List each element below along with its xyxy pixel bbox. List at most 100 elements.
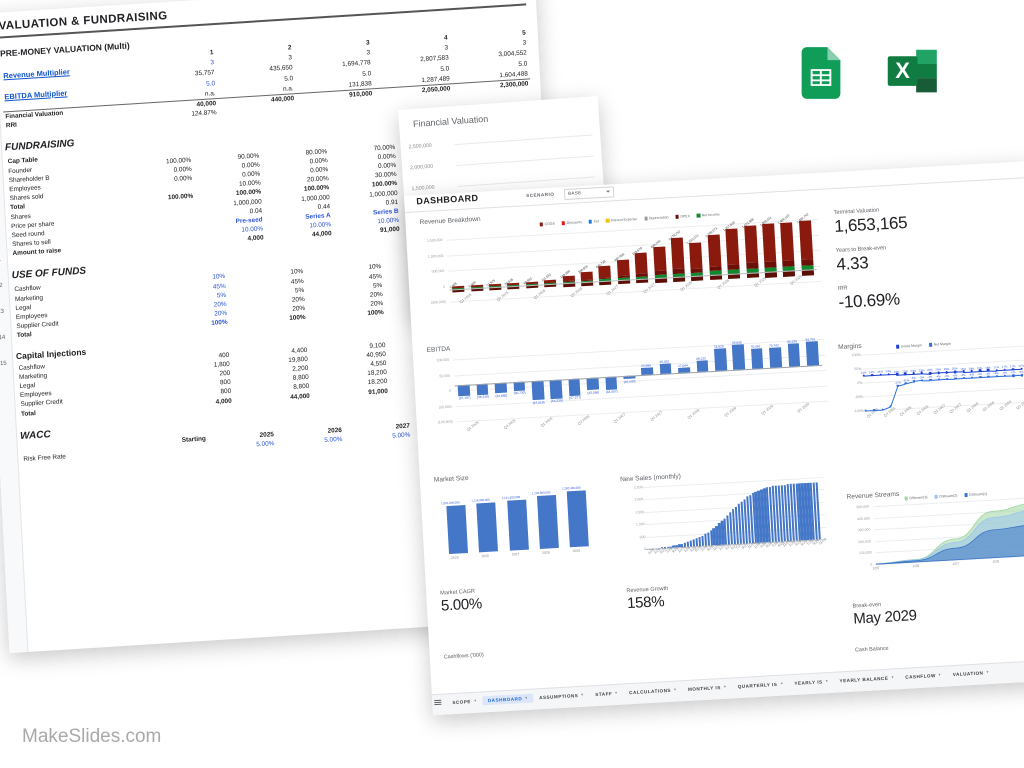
row-header[interactable]: 15 bbox=[0, 360, 7, 368]
bar-revenue[interactable] bbox=[634, 252, 649, 279]
bar-ebitda[interactable] bbox=[531, 380, 545, 401]
sheet-tab-yearly-balance[interactable]: YEARLY BALANCE bbox=[833, 673, 899, 686]
row-header[interactable]: 6 bbox=[0, 117, 1, 144]
bar-revenue[interactable] bbox=[762, 223, 777, 272]
bar-market-size[interactable] bbox=[506, 499, 529, 551]
bar-revenue[interactable] bbox=[743, 225, 759, 273]
google-sheets-icon[interactable] bbox=[790, 42, 852, 104]
legend-item[interactable]: Gross Margin bbox=[896, 343, 922, 348]
legend-item[interactable]: OPEX bbox=[675, 214, 690, 219]
data-label: 23% bbox=[902, 368, 908, 374]
bar-segment-cogs bbox=[743, 225, 758, 264]
bar-market-size[interactable] bbox=[537, 494, 559, 549]
chevron-down-icon[interactable] bbox=[780, 682, 783, 685]
bar-market-size[interactable] bbox=[446, 505, 468, 555]
chart-revenue-breakdown[interactable]: Revenue Breakdown COGS Discounts Tax Intere… bbox=[419, 197, 825, 337]
sheet-tabs[interactable]: SCOPE DASHBOARD ASSUMPTIONS STAFF CALCULATIO… bbox=[446, 667, 995, 707]
chevron-down-icon[interactable] bbox=[723, 685, 726, 688]
chart-market-size[interactable]: Market Size 1,091,200,000 2025 1,114,900,0… bbox=[434, 467, 610, 586]
bar-ebitda[interactable] bbox=[549, 379, 563, 399]
row-header[interactable]: 8 bbox=[0, 169, 3, 196]
bar-ebitda[interactable] bbox=[732, 344, 746, 370]
legend-item[interactable]: Interest Expense bbox=[606, 217, 637, 223]
bar-revenue[interactable] bbox=[725, 228, 741, 274]
row-header[interactable]: 13 bbox=[0, 308, 5, 316]
sheet-tab-assumptions[interactable]: ASSUMPTIONS bbox=[533, 690, 590, 702]
row-header[interactable]: 7 bbox=[0, 143, 2, 170]
chart-margins[interactable]: Margins Gross Margin Net Margin 100% 50% 0% -… bbox=[838, 333, 1024, 452]
legend-item[interactable]: Net Income bbox=[696, 212, 720, 217]
sheet-tab-monthly-is[interactable]: MONTHLY IS bbox=[682, 682, 732, 694]
kpi-years-to-breakeven: Years to Break-even 4.33 bbox=[836, 245, 888, 275]
row-header[interactable]: 10 bbox=[0, 221, 6, 248]
microsoft-excel-icon[interactable]: X bbox=[880, 42, 942, 104]
bar-ebitda[interactable] bbox=[787, 343, 801, 367]
bar-data-label: (64,339) bbox=[550, 398, 563, 404]
data-label: 20% bbox=[926, 368, 933, 373]
axis-tick-x: Q3 2027 bbox=[649, 410, 664, 422]
bar-ebitda[interactable] bbox=[805, 340, 819, 366]
bar-data-label: 36,453 bbox=[659, 358, 670, 364]
legend-label: Tax bbox=[593, 219, 600, 224]
chart-ebitda[interactable]: EBITDA 100,000 50,000 0 (50,000) (100,000) (3… bbox=[426, 325, 832, 457]
row-header[interactable]: 11 bbox=[0, 247, 8, 274]
legend-label: Interest Expense bbox=[610, 217, 638, 223]
row-header[interactable]: 12 bbox=[0, 282, 3, 290]
bar-ebitda[interactable] bbox=[696, 360, 709, 372]
bar-ebitda[interactable] bbox=[713, 348, 727, 371]
sheet-tab-yearly-is[interactable]: YEARLY IS bbox=[788, 676, 834, 688]
row-header[interactable]: 9 bbox=[0, 195, 5, 222]
bar-revenue[interactable] bbox=[616, 259, 630, 280]
chevron-down-icon[interactable] bbox=[581, 693, 584, 696]
bar-revenue[interactable] bbox=[598, 265, 612, 281]
chevron-down-icon[interactable] bbox=[473, 699, 476, 702]
legend-label: Depreciation bbox=[648, 215, 669, 221]
chevron-down-icon[interactable] bbox=[938, 673, 941, 676]
row-header[interactable]: 14 bbox=[0, 334, 6, 342]
sheet-tab-valuation[interactable]: VALUATION bbox=[947, 667, 995, 679]
sheet-tab-bar[interactable]: SCOPE DASHBOARD ASSUMPTIONS STAFF CALCULATIO… bbox=[431, 659, 1024, 716]
bar-segment-cogs bbox=[689, 242, 703, 270]
chart-new-sales[interactable]: New Sales (monthly) 2,500 2,000 1,500 1,000… bbox=[620, 465, 831, 581]
bar-ebitda[interactable] bbox=[494, 382, 508, 394]
bar-ebitda[interactable] bbox=[586, 377, 600, 391]
bar-ebitda[interactable] bbox=[659, 362, 672, 375]
sheet-tab-cashflow[interactable]: CASHFLOW bbox=[899, 670, 947, 682]
chart-revenue-streams[interactable]: Revenue Streams 500,000 400,000 300,000 200… bbox=[846, 483, 1024, 604]
bar-revenue[interactable] bbox=[652, 246, 667, 278]
bar-revenue[interactable] bbox=[707, 234, 722, 275]
bar-revenue[interactable] bbox=[670, 237, 685, 277]
bar-revenue[interactable] bbox=[780, 222, 796, 271]
bar-market-size[interactable] bbox=[476, 502, 499, 553]
legend-item[interactable]: Discounts bbox=[561, 220, 582, 225]
chevron-down-icon[interactable] bbox=[525, 696, 528, 700]
chevron-down-icon[interactable] bbox=[615, 691, 618, 694]
axis-tick-y: 2,500 bbox=[633, 485, 643, 490]
all-sheets-icon[interactable] bbox=[434, 699, 442, 707]
legend-label: COGS bbox=[544, 221, 555, 227]
chevron-down-icon[interactable] bbox=[891, 676, 894, 679]
bar-ebitda[interactable] bbox=[568, 378, 581, 396]
bar-ebitda[interactable] bbox=[604, 376, 618, 390]
bar-revenue[interactable] bbox=[798, 220, 814, 270]
sheet-tab-dashboard[interactable]: DASHBOARD bbox=[481, 693, 534, 705]
bar-market-size[interactable] bbox=[567, 490, 590, 548]
legend-item[interactable]: Net Margin bbox=[928, 342, 951, 347]
bar-ebitda[interactable] bbox=[457, 384, 471, 397]
sheet-tab-calculations[interactable]: CALCULATIONS bbox=[623, 685, 682, 697]
legend-item[interactable]: Tax bbox=[588, 219, 600, 224]
bar-revenue[interactable] bbox=[689, 242, 704, 276]
chevron-down-icon[interactable] bbox=[825, 680, 828, 683]
scenario-select[interactable]: BASE bbox=[563, 185, 615, 200]
dashboard-sheet[interactable]: DASHBOARD SCENARIO BASE Revenue Breakdow… bbox=[404, 160, 1024, 716]
chevron-down-icon[interactable] bbox=[673, 688, 677, 691]
legend-item[interactable]: Depreciation bbox=[644, 215, 669, 220]
bar-ebitda[interactable] bbox=[750, 347, 764, 369]
legend-item[interactable]: COGS bbox=[539, 221, 555, 227]
sheet-tab-quarterly-is[interactable]: QUARTERLY IS bbox=[731, 679, 788, 691]
chevron-down-icon[interactable] bbox=[986, 671, 989, 674]
sheet-tab-staff[interactable]: STAFF bbox=[589, 688, 623, 699]
bar-ebitda[interactable] bbox=[769, 346, 783, 368]
sheet-tab-scope[interactable]: SCOPE bbox=[446, 696, 482, 707]
bar-ebitda[interactable] bbox=[476, 383, 489, 395]
